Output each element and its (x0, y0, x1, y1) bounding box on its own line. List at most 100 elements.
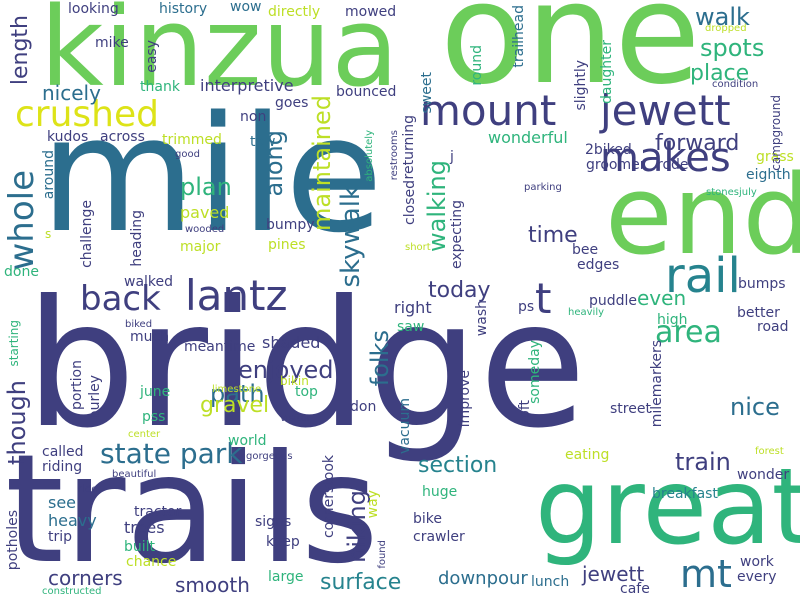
word-better: better (737, 305, 780, 321)
word-interpretive: interpretive (200, 76, 294, 95)
word-soft: soft (517, 400, 533, 427)
word-much: much (130, 329, 170, 345)
word-visitor: visitor (280, 413, 311, 424)
word-folks: folks (366, 330, 394, 387)
word-skywalk: skywalk (336, 185, 366, 288)
word-biked: biked (125, 319, 153, 330)
word-high: high (657, 312, 688, 328)
word-goes: goes (275, 95, 309, 111)
word-built: built (124, 539, 156, 555)
word-absolutely: absolutely (364, 130, 375, 182)
word-paved: paved (180, 203, 230, 222)
word-tractor: tractor (134, 504, 182, 520)
word-j: j (450, 149, 454, 165)
word-train: train (675, 448, 731, 476)
word-2biked: 2biked (585, 142, 632, 158)
word-found: found (377, 540, 388, 569)
word-constructed: constructed (42, 586, 102, 597)
word-crawler: crawler (413, 529, 465, 545)
word-mile: mile (40, 81, 384, 268)
word-kudos: kudos (47, 129, 89, 145)
word-walk: walk (695, 3, 750, 31)
word-place: place (690, 61, 750, 86)
word-maintained: maintained (308, 95, 336, 231)
word-portion: portion (69, 360, 85, 411)
word-even: even (637, 286, 687, 310)
word-bike: bike (413, 511, 442, 527)
word-burley: burley (87, 375, 103, 420)
word-easy: easy (144, 40, 160, 73)
word-edges: edges (577, 257, 620, 273)
word-though: though (3, 380, 31, 465)
word-walked: walked (124, 274, 174, 290)
word-forest: forest (755, 446, 784, 457)
word-shaded: shaded (262, 333, 321, 352)
word-state-park: state park (100, 440, 243, 468)
word-gorgeous: gorgeous (246, 451, 293, 462)
word-top: top (295, 384, 318, 400)
word-non: non (240, 109, 267, 125)
word-across: across (100, 129, 145, 145)
word-june: june (140, 384, 171, 400)
word-called: called (42, 444, 84, 460)
word-heading: heading (129, 210, 145, 267)
word-great: great (535, 446, 800, 568)
word-heavily: heavily (568, 307, 605, 318)
word-path: path (210, 380, 265, 408)
word-condition: condition (712, 79, 759, 90)
word-improve: improve (457, 370, 473, 428)
word-smooth: smooth (175, 573, 250, 597)
word-surface: surface (320, 570, 402, 595)
word-bumps: bumps (738, 276, 786, 292)
word-trip: trip (48, 529, 73, 545)
word-parking: parking (524, 182, 562, 193)
word-work: work (740, 554, 774, 570)
word-wow: wow (230, 0, 262, 15)
word-corners: corners (48, 566, 123, 590)
word-major: major (180, 239, 221, 255)
word-don: don (350, 399, 377, 415)
word-nice: nice (730, 393, 780, 421)
word-chance: chance (126, 554, 177, 570)
word-heavy: heavy (48, 511, 97, 530)
word-sweet: sweet (419, 72, 435, 114)
word-restrooms: restrooms (389, 130, 400, 181)
word-groomer: groomer (586, 157, 646, 173)
word-eating: eating (565, 447, 610, 463)
word-time: time (528, 223, 578, 248)
word-way: way (365, 490, 381, 519)
word-mount: mount (420, 86, 557, 135)
word-wash: wash (474, 300, 490, 337)
word-bikin: bikin (280, 374, 309, 388)
word-rail: rail (665, 248, 741, 304)
word-stonesjuly: stonesjuly (706, 187, 757, 198)
word-trimmed: trimmed (162, 132, 222, 148)
word-bee: bee (572, 242, 599, 258)
word-riding: riding (42, 459, 83, 475)
word-ps: ps (518, 299, 535, 315)
word-center: center (128, 429, 161, 440)
word-end: end (605, 151, 800, 279)
word-bumpy: bumpy (266, 217, 315, 233)
word-tow: tow (250, 134, 276, 150)
word-lunch: lunch (531, 574, 570, 590)
word-expecting: expecting (449, 200, 465, 269)
word-rode: rode (657, 157, 689, 173)
word-wonderful: wonderful (488, 128, 568, 147)
word-spots: spots (700, 34, 765, 62)
word-cafe: cafe (620, 581, 650, 597)
word-forward: forward (655, 131, 740, 156)
word-daughter: daughter (599, 40, 615, 104)
word-downpour: downpour (438, 568, 528, 589)
word-signs: signs (255, 514, 292, 530)
word-ride: ride (78, 484, 98, 495)
word-bridge: bridge (25, 264, 587, 467)
word-large: large (268, 569, 304, 585)
word-lantz: lantz (185, 271, 288, 320)
word-pines: pines (268, 237, 306, 253)
word-returning: returning (401, 115, 417, 180)
word-history: history (159, 1, 208, 17)
word-plan: plan (180, 173, 232, 201)
word-round: round (469, 45, 485, 86)
